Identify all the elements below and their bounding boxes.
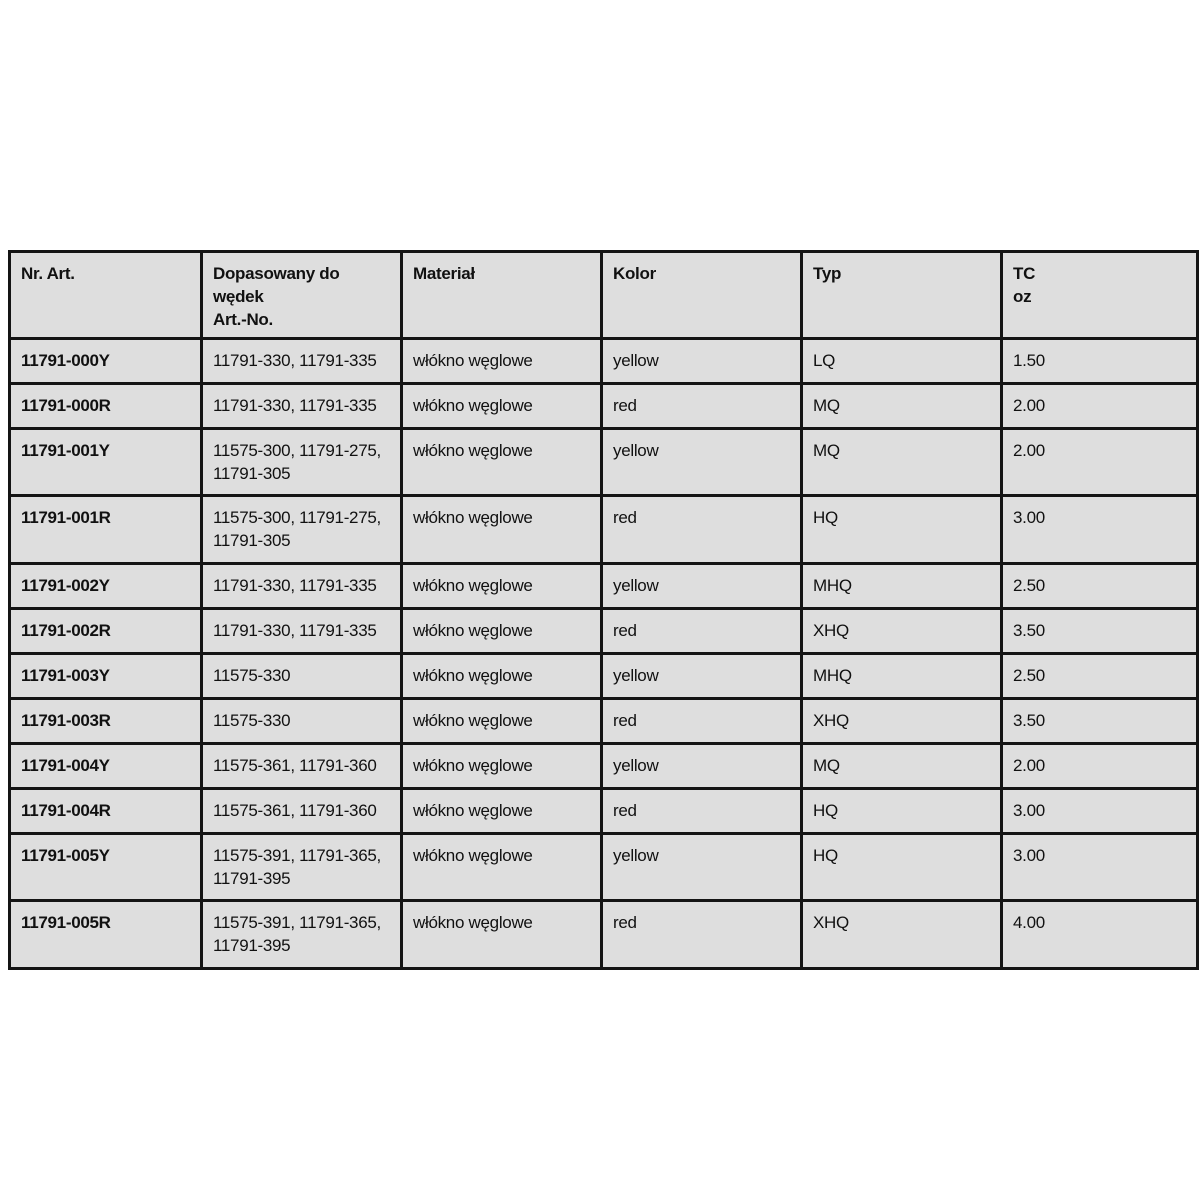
cell-tc: 3.00 — [1000, 832, 1199, 902]
cell-art: 11791-004R — [8, 787, 203, 835]
cell-material: włókno węglowe — [400, 899, 603, 970]
cell-tc: 2.00 — [1000, 742, 1199, 790]
cell-rods: 11791-330, 11791-335 — [200, 562, 403, 610]
table-header-row: Nr. Art. Dopasowany do wędek Art.-No. Ma… — [8, 250, 1199, 340]
cell-color: red — [600, 787, 803, 835]
cell-art: 11791-000R — [8, 382, 203, 430]
cell-art: 11791-004Y — [8, 742, 203, 790]
cell-color: red — [600, 899, 803, 970]
cell-material: włókno węglowe — [400, 494, 603, 565]
cell-art: 11791-001Y — [8, 427, 203, 497]
cell-typ: XHQ — [800, 899, 1003, 970]
cell-color: yellow — [600, 427, 803, 497]
cell-tc: 1.50 — [1000, 337, 1199, 385]
cell-material: włókno węglowe — [400, 742, 603, 790]
cell-rods: 11791-330, 11791-335 — [200, 337, 403, 385]
cell-art: 11791-000Y — [8, 337, 203, 385]
cell-typ: LQ — [800, 337, 1003, 385]
cell-typ: MQ — [800, 382, 1003, 430]
cell-tc: 3.00 — [1000, 494, 1199, 565]
cell-art: 11791-002R — [8, 607, 203, 655]
cell-rods: 11791-330, 11791-335 — [200, 382, 403, 430]
table-row: 11791-003R 11575-330 włókno węglowe red XHQ 3… — [8, 697, 1199, 745]
cell-typ: HQ — [800, 832, 1003, 902]
cell-typ: HQ — [800, 787, 1003, 835]
cell-tc: 4.00 — [1000, 899, 1199, 970]
cell-art: 11791-005Y — [8, 832, 203, 902]
table-row: 11791-001Y 11575-300, 11791-275, 11791-30… — [8, 427, 1199, 497]
cell-rods: 11575-300, 11791-275, 11791-305 — [200, 427, 403, 497]
cell-color: red — [600, 697, 803, 745]
table-row: 11791-004Y 11575-361, 11791-360 włókno węg… — [8, 742, 1199, 790]
cell-rods: 11575-330 — [200, 697, 403, 745]
cell-color: yellow — [600, 832, 803, 902]
cell-color: yellow — [600, 562, 803, 610]
column-header-tc: TC oz — [1000, 250, 1199, 340]
cell-rods: 11575-300, 11791-275, 11791-305 — [200, 494, 403, 565]
cell-tc: 3.50 — [1000, 697, 1199, 745]
table-row: 11791-002R 11791-330, 11791-335 włókno węg… — [8, 607, 1199, 655]
table-row: 11791-004R 11575-361, 11791-360 włókno węg… — [8, 787, 1199, 835]
column-header-art: Nr. Art. — [8, 250, 203, 340]
cell-rods: 11575-361, 11791-360 — [200, 742, 403, 790]
cell-art: 11791-002Y — [8, 562, 203, 610]
cell-art: 11791-005R — [8, 899, 203, 970]
cell-rods: 11575-330 — [200, 652, 403, 700]
cell-material: włókno węglowe — [400, 382, 603, 430]
cell-rods: 11791-330, 11791-335 — [200, 607, 403, 655]
cell-typ: HQ — [800, 494, 1003, 565]
table-row: 11791-001R 11575-300, 11791-275, 11791-30… — [8, 494, 1199, 565]
cell-rods: 11575-391, 11791-365, 11791-395 — [200, 899, 403, 970]
cell-color: yellow — [600, 652, 803, 700]
cell-material: włókno węglowe — [400, 607, 603, 655]
cell-color: yellow — [600, 337, 803, 385]
cell-color: yellow — [600, 742, 803, 790]
cell-tc: 3.50 — [1000, 607, 1199, 655]
cell-color: red — [600, 607, 803, 655]
cell-tc: 2.00 — [1000, 427, 1199, 497]
table-row: 11791-000Y 11791-330, 11791-335 włókno węg… — [8, 337, 1199, 385]
cell-tc: 3.00 — [1000, 787, 1199, 835]
column-header-rods: Dopasowany do wędek Art.-No. — [200, 250, 403, 340]
cell-typ: XHQ — [800, 697, 1003, 745]
column-header-color: Kolor — [600, 250, 803, 340]
cell-material: włókno węglowe — [400, 787, 603, 835]
cell-art: 11791-003Y — [8, 652, 203, 700]
cell-color: red — [600, 494, 803, 565]
cell-material: włókno węglowe — [400, 562, 603, 610]
cell-material: włókno węglowe — [400, 697, 603, 745]
cell-typ: XHQ — [800, 607, 1003, 655]
cell-art: 11791-001R — [8, 494, 203, 565]
cell-tc: 2.50 — [1000, 562, 1199, 610]
table-row: 11791-003Y 11575-330 włókno węglowe yellow M… — [8, 652, 1199, 700]
spec-table: Nr. Art. Dopasowany do wędek Art.-No. Ma… — [8, 250, 1199, 970]
cell-rods: 11575-361, 11791-360 — [200, 787, 403, 835]
table-row: 11791-005Y 11575-391, 11791-365, 11791-39… — [8, 832, 1199, 902]
cell-typ: MHQ — [800, 562, 1003, 610]
cell-material: włókno węglowe — [400, 652, 603, 700]
cell-material: włókno węglowe — [400, 832, 603, 902]
table-row: 11791-005R 11575-391, 11791-365, 11791-39… — [8, 899, 1199, 970]
cell-typ: MQ — [800, 742, 1003, 790]
table-row: 11791-000R 11791-330, 11791-335 włókno węg… — [8, 382, 1199, 430]
table-row: 11791-002Y 11791-330, 11791-335 włókno węg… — [8, 562, 1199, 610]
column-header-material: Materiał — [400, 250, 603, 340]
cell-typ: MHQ — [800, 652, 1003, 700]
cell-tc: 2.00 — [1000, 382, 1199, 430]
cell-material: włókno węglowe — [400, 427, 603, 497]
cell-material: włókno węglowe — [400, 337, 603, 385]
cell-art: 11791-003R — [8, 697, 203, 745]
cell-color: red — [600, 382, 803, 430]
cell-rods: 11575-391, 11791-365, 11791-395 — [200, 832, 403, 902]
column-header-typ: Typ — [800, 250, 1003, 340]
spec-table-container: Nr. Art. Dopasowany do wędek Art.-No. Ma… — [8, 250, 1199, 970]
cell-typ: MQ — [800, 427, 1003, 497]
cell-tc: 2.50 — [1000, 652, 1199, 700]
